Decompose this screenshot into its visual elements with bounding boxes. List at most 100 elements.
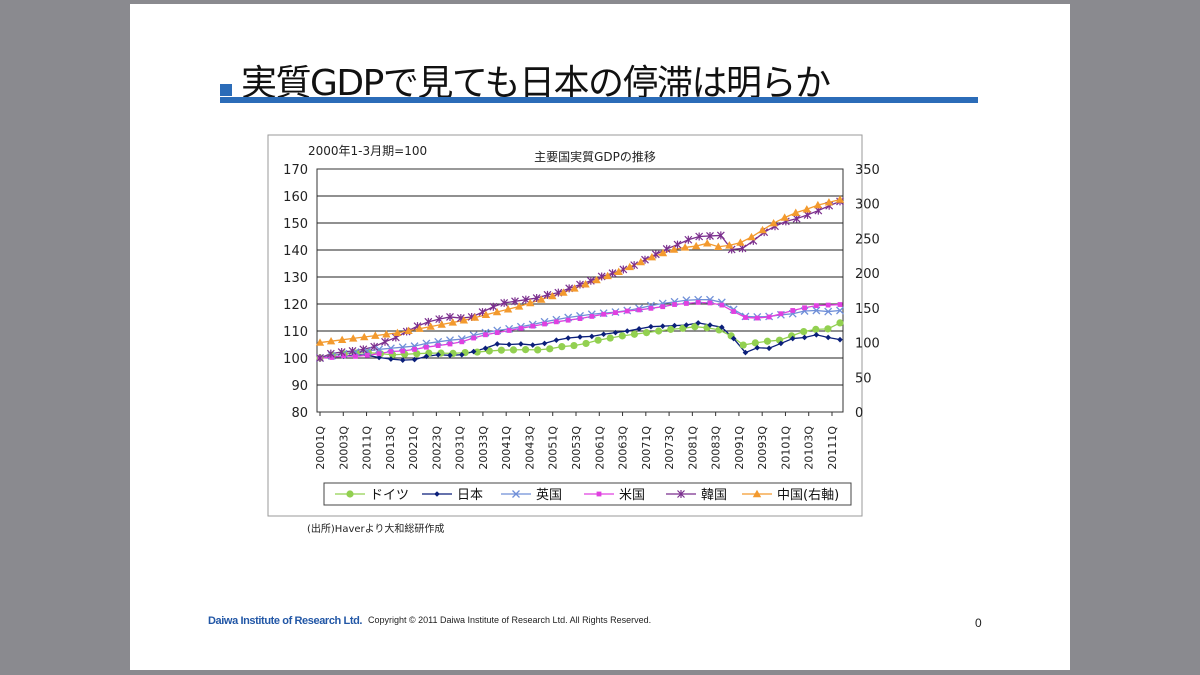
marker-diamond	[411, 356, 418, 363]
marker-diamond	[730, 335, 737, 342]
x-tick-label: 20063Q	[617, 426, 630, 470]
x-tick-label: 20093Q	[756, 426, 769, 470]
chart-unit-note: 2000年1-3月期=100	[308, 144, 427, 158]
marker-circle	[642, 329, 651, 337]
chart-title: 主要国実質GDPの推移	[534, 149, 656, 164]
marker-triangle	[437, 320, 446, 328]
marker-circle	[534, 346, 542, 354]
marker-diamond	[376, 354, 382, 361]
marker-asterisk	[684, 235, 693, 244]
marker-circle	[582, 339, 590, 348]
y-tick-label: 150	[283, 217, 308, 232]
x-tick-label: 20083Q	[710, 426, 723, 470]
legend-label: 韓国	[701, 488, 727, 503]
marker-diamond	[719, 324, 725, 331]
marker-diamond	[801, 334, 808, 341]
gdp-chart: 2000年1-3月期=100 主要国実質GDPの推移 80 90 100 110 120…	[267, 134, 880, 517]
x-tick-label: 20051Q	[547, 426, 560, 470]
y-tick-label: 80	[291, 406, 308, 421]
marker-diamond	[541, 340, 548, 347]
marker-diamond	[435, 351, 441, 358]
marker-square	[483, 332, 488, 338]
marker-square	[435, 343, 441, 348]
marker-square	[754, 315, 760, 321]
marker-square	[683, 301, 689, 306]
y2-tick-label: 50	[855, 371, 872, 386]
marker-diamond	[813, 331, 820, 338]
marker-square	[743, 315, 748, 320]
marker-asterisk	[348, 346, 357, 355]
chart-border	[267, 134, 863, 517]
marker-circle	[800, 327, 808, 336]
legend-label: 米国	[619, 488, 645, 503]
marker-triangle	[326, 336, 336, 345]
title-rule	[220, 97, 978, 103]
y2-tick-label: 0	[855, 406, 863, 421]
y2-tick-label: 250	[855, 232, 880, 247]
legend-label: 日本	[457, 488, 483, 503]
marker-triangle	[315, 338, 325, 346]
marker-diamond	[518, 341, 524, 347]
marker-square	[731, 309, 737, 314]
marker-square	[813, 303, 819, 309]
marker-circle	[763, 337, 772, 345]
marker-diamond	[553, 337, 560, 343]
marker-square	[790, 308, 796, 313]
marker-diamond	[624, 328, 631, 334]
marker-square	[494, 330, 500, 336]
marker-circle	[812, 325, 820, 333]
y2-tick-label: 200	[855, 267, 880, 282]
brand-logo-text: Daiwa Institute of Research Ltd.	[208, 615, 363, 627]
marker-triangle	[459, 316, 469, 324]
y-tick-label: 170	[283, 163, 308, 178]
marker-circle	[691, 323, 699, 331]
marker-square	[459, 339, 465, 345]
marker-circle	[346, 490, 354, 498]
marker-square	[577, 316, 583, 321]
marker-diamond	[648, 323, 654, 330]
marker-square	[601, 311, 607, 317]
marker-triangle	[348, 334, 358, 342]
marker-triangle	[703, 239, 712, 247]
marker-square	[353, 353, 358, 359]
marker-diamond	[529, 342, 536, 348]
marker-circle	[630, 330, 639, 338]
marker-square	[400, 348, 406, 354]
marker-square	[388, 349, 394, 354]
marker-triangle	[426, 322, 435, 330]
marker-diamond	[399, 357, 406, 363]
marker-diamond	[837, 336, 843, 343]
marker-diamond	[695, 320, 701, 326]
x-tick-label: 20091Q	[733, 426, 746, 470]
marker-asterisk	[326, 349, 335, 358]
marker-diamond	[671, 322, 678, 329]
marker-triangle	[747, 232, 756, 241]
marker-triangle	[758, 225, 767, 234]
marker-asterisk	[370, 342, 379, 351]
marker-triangle	[802, 205, 812, 213]
marker-asterisk	[511, 297, 519, 306]
marker-diamond	[778, 340, 784, 347]
marker-asterisk	[337, 348, 346, 357]
marker-triangle	[725, 241, 734, 249]
marker-asterisk	[706, 231, 714, 240]
marker-asterisk	[316, 354, 324, 362]
legend-label: ドイツ	[370, 488, 409, 503]
marker-x	[512, 490, 520, 498]
marker-diamond	[482, 345, 489, 352]
marker-triangle	[658, 248, 668, 257]
marker-triangle	[537, 295, 546, 303]
marker-triangle	[371, 331, 380, 339]
marker-triangle	[404, 326, 413, 334]
source-note: (出所)Haverより大和総研作成	[307, 524, 445, 535]
x-tick-label: 20021Q	[407, 426, 420, 470]
marker-triangle	[337, 335, 347, 343]
marker-circle	[739, 341, 747, 349]
marker-diamond	[659, 323, 666, 329]
marker-triangle	[492, 307, 502, 316]
marker-triangle	[448, 318, 457, 326]
marker-circle	[594, 336, 602, 344]
marker-diamond	[388, 356, 394, 362]
page-number: 0	[975, 616, 982, 630]
marker-square	[341, 353, 347, 359]
